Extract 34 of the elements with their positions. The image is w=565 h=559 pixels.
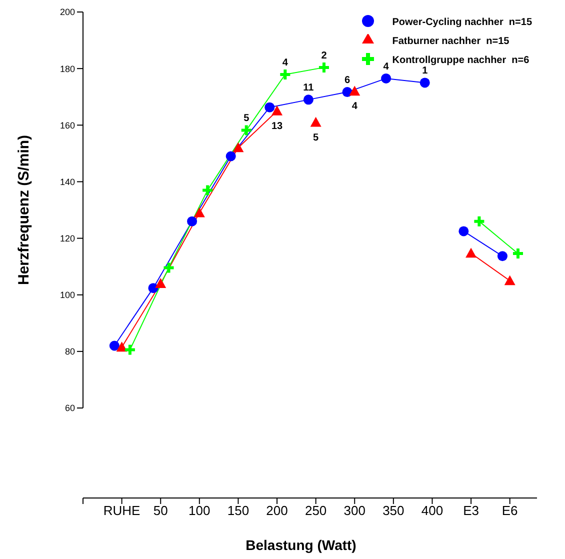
y-tick-label: 60 [64, 403, 75, 414]
y-tick-label: 140 [60, 176, 75, 187]
y-axis-title: Herzfrequenz (S/min) [15, 134, 32, 286]
x-tick-label: 50 [153, 503, 168, 518]
annotation: 2 [321, 50, 328, 62]
annotation: 5 [244, 113, 250, 124]
x-tick-label: 100 [188, 503, 210, 518]
y-tick-label: 100 [60, 290, 75, 300]
x-tick-label: 300 [344, 503, 366, 518]
x-tick-label: 350 [382, 503, 404, 518]
y-tick-label: 200 [60, 7, 75, 18]
x-tick-label: E6 [502, 503, 518, 518]
legend-label: Kontrollgruppe nachher n=6 [392, 55, 530, 66]
x-tick-label: 400 [421, 503, 444, 518]
annotation: 4 [282, 58, 288, 69]
y-tick-label: 160 [60, 120, 75, 130]
x-tick-label: 150 [227, 503, 250, 518]
annotation: 5 [313, 132, 320, 144]
y-tick-label: 120 [60, 233, 75, 244]
annotation: 13 [271, 121, 284, 132]
annotation: 4 [352, 101, 358, 112]
annotation: 11 [303, 82, 314, 94]
annotation: 6 [344, 75, 350, 86]
y-tick-label: 180 [60, 64, 75, 74]
x-tick-label: E3 [463, 503, 479, 518]
legend-label: Fatburner nachher n=15 [392, 36, 510, 47]
annotation: 4 [383, 61, 390, 72]
x-tick-label: 200 [266, 503, 288, 518]
x-axis-title: Belastung (Watt) [244, 537, 358, 553]
x-tick-label: 250 [304, 503, 327, 518]
legend-label: Power-Cycling nachher n=15 [392, 17, 532, 28]
x-tick-label: RUHE [103, 503, 141, 518]
y-tick-label: 80 [64, 346, 75, 357]
annotation: 1 [422, 66, 428, 77]
